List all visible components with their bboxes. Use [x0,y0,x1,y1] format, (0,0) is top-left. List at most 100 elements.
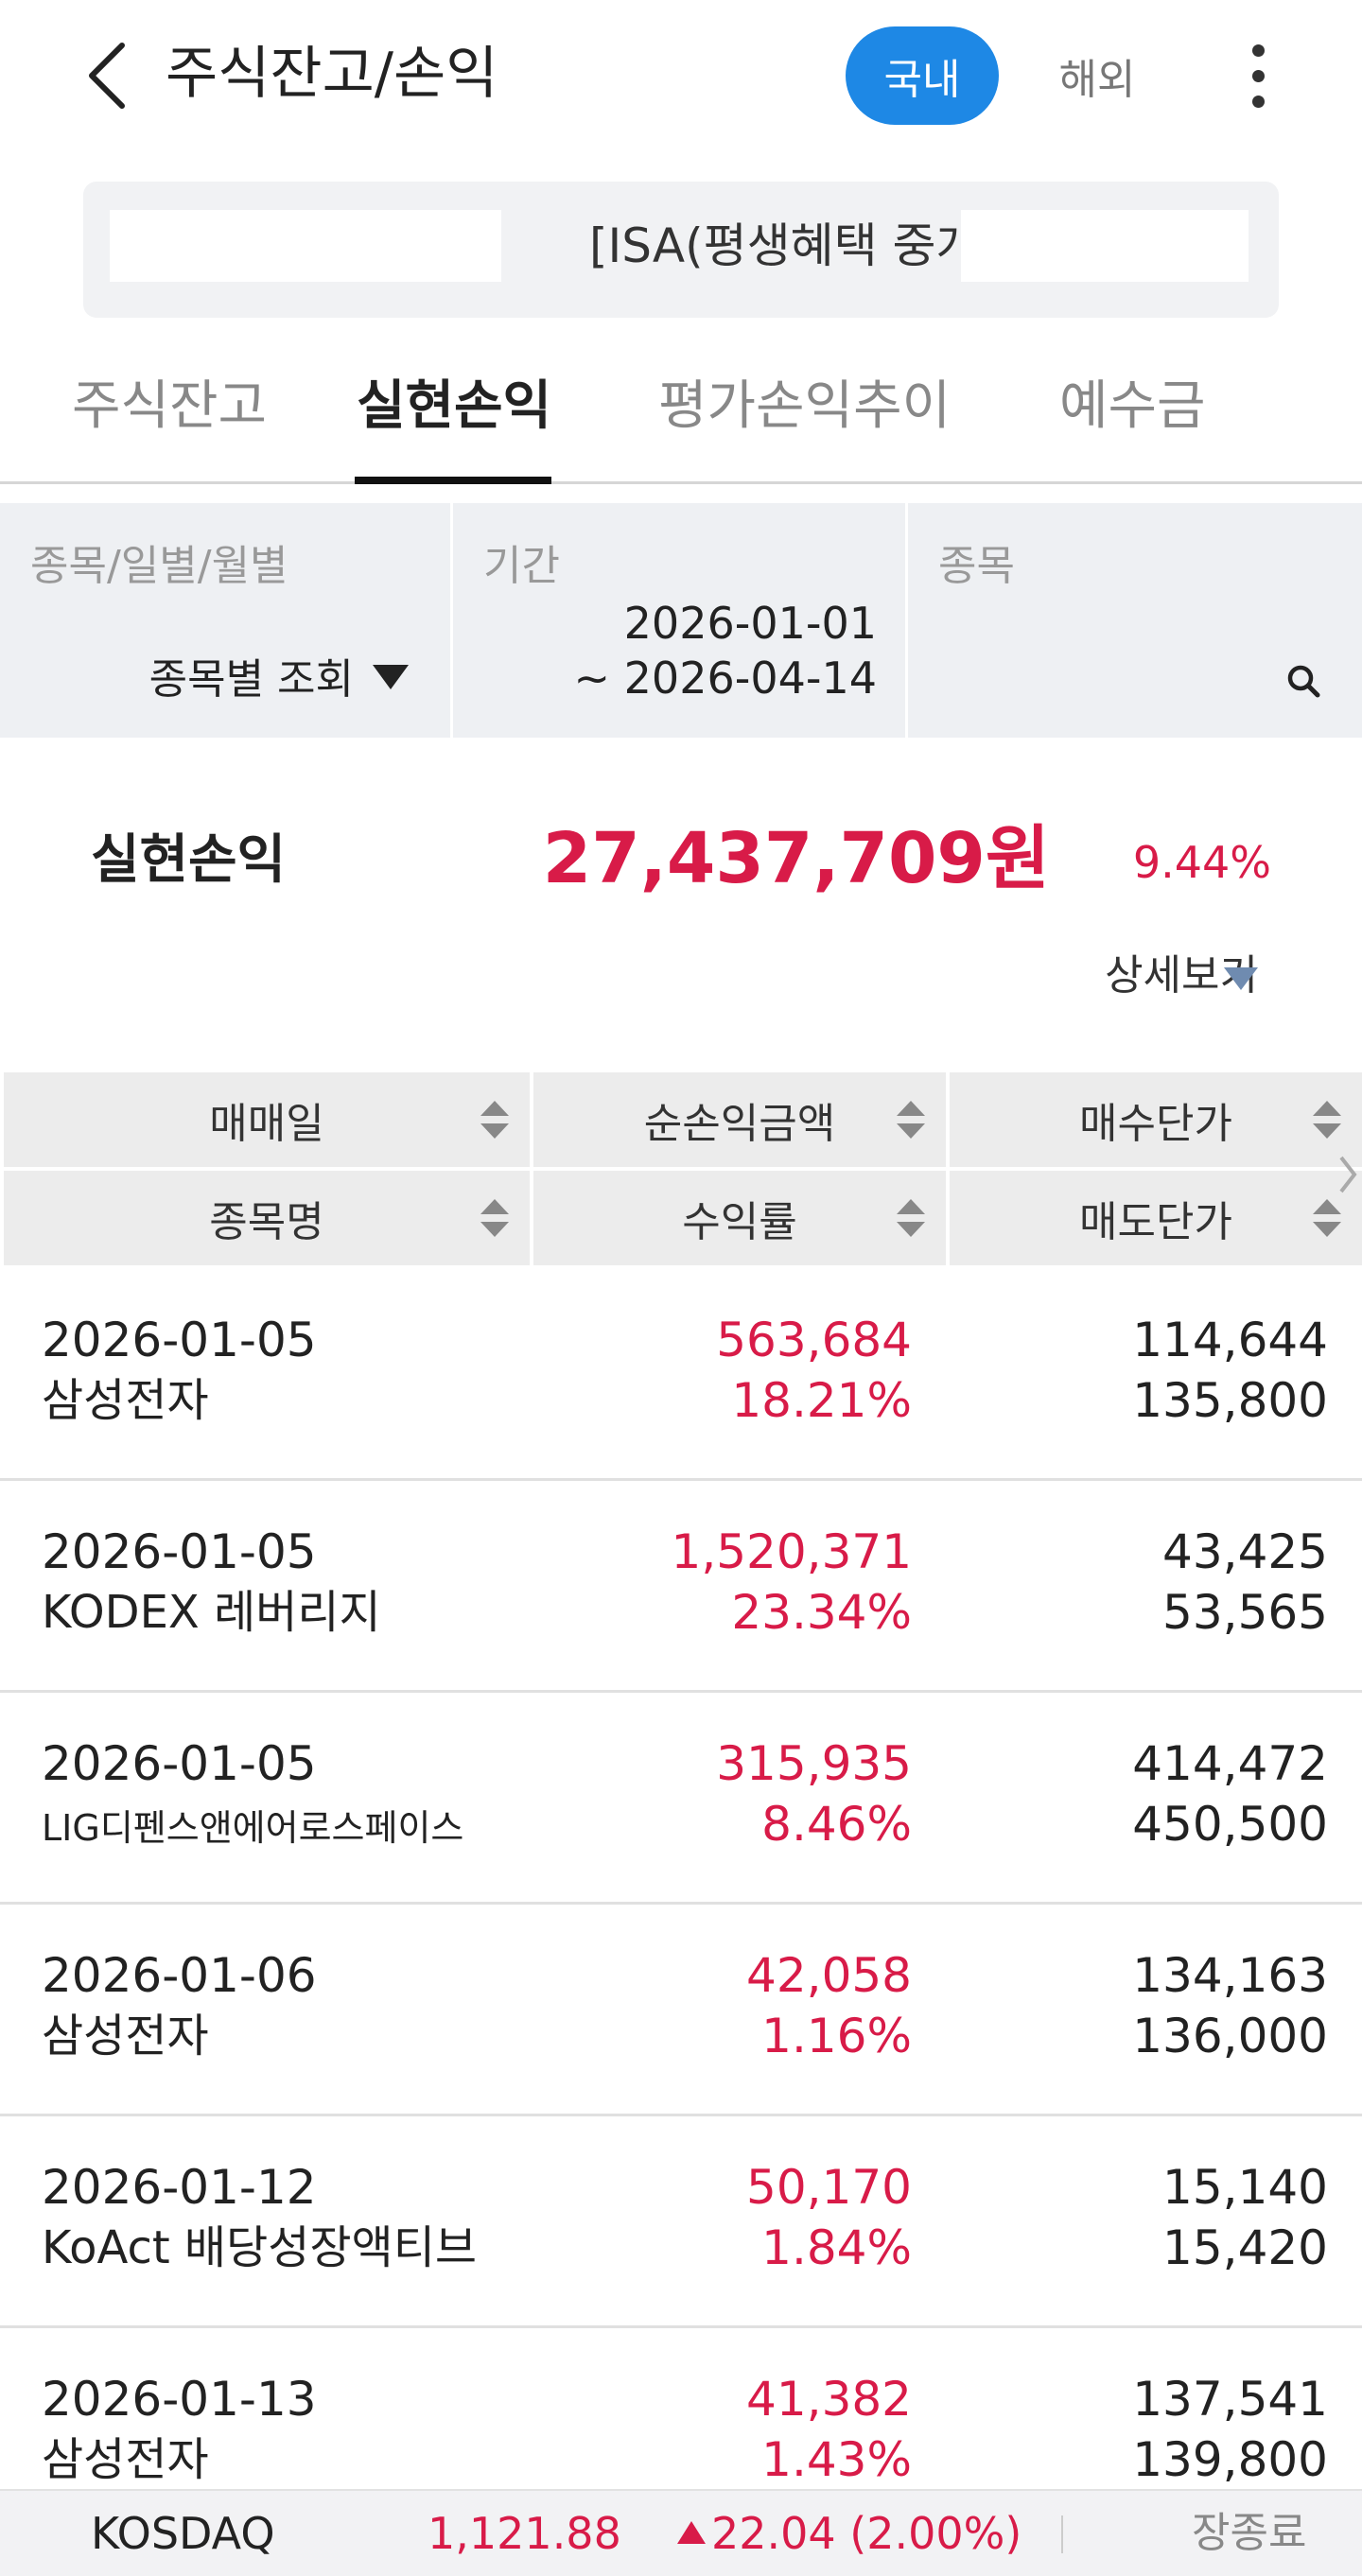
table-row[interactable]: 2026-01-05 KODEX 레버리지 1,520,371 23.34% 4… [0,1481,1362,1693]
stock-name: KoAct 배당성장액티브 [42,2221,478,2274]
return-rate: 23.34% [731,1585,912,1640]
header-sell-price-label: 매도단가 [1079,1198,1232,1246]
trade-date: 2026-01-12 [42,2160,317,2215]
period-select[interactable]: 기간 2026-01-01 ~ 2026-04-14 [453,503,905,738]
net-profit: 315,935 [716,1736,912,1791]
trade-date: 2026-01-06 [42,1948,317,2003]
page-title: 주식잔고/손익 [166,41,498,107]
header-sell-price[interactable]: 매도단가 [950,1171,1362,1265]
return-rate: 1.84% [761,2220,912,2275]
header-net-profit[interactable]: 순손익금액 [533,1072,946,1167]
domestic-toggle[interactable]: 국내 [846,26,999,125]
header-buy-price-label: 매수단가 [1079,1100,1232,1148]
sort-icon [480,1199,509,1237]
filter-panel: 종목/일별/월별 종목별 조회 기간 2026-01-01 ~ 2026-04-… [0,503,1362,738]
tab-bar: 주식잔고 실현손익 평가손익추이 예수금 [0,340,1362,484]
sell-price: 450,500 [1132,1797,1328,1852]
period-end: ~ 2026-04-14 [573,653,878,704]
net-profit: 42,058 [746,1948,912,2003]
stock-name: 삼성전자 [42,2010,209,2063]
header-stock-name-label: 종목명 [209,1198,324,1246]
realized-pnl-label: 실현손익 [91,829,287,891]
net-profit: 50,170 [746,2160,912,2215]
return-rate: 8.46% [761,1797,912,1852]
return-rate: 1.16% [761,2009,912,2063]
more-vertical-icon [1251,44,1265,57]
tab-stock-balance[interactable]: 주식잔고 [72,375,268,437]
trade-date: 2026-01-05 [42,1524,317,1579]
sort-icon [1313,1199,1341,1237]
net-profit: 41,382 [746,2372,912,2427]
filter-divider [450,503,453,738]
stock-name: LIG디펜스앤에어로스페이스 [42,1807,464,1849]
net-profit: 1,520,371 [671,1524,912,1579]
caret-down-icon [373,665,409,689]
sell-price: 136,000 [1132,2009,1328,2063]
buy-price: 134,163 [1132,1948,1328,2003]
header-return-rate[interactable]: 수익률 [533,1171,946,1265]
stock-name: KODEX 레버리지 [42,1586,381,1639]
buy-price: 43,425 [1162,1524,1328,1579]
period-start: 2026-01-01 [623,598,877,649]
table-row[interactable]: 2026-01-05 LIG디펜스앤에어로스페이스 315,935 8.46% … [0,1693,1362,1905]
sort-icon [897,1199,925,1237]
index-change: 22.04 (2.00%) [711,2508,1022,2559]
table-row[interactable]: 2026-01-05 삼성전자 563,684 18.21% 114,644 1… [0,1269,1362,1481]
trade-date: 2026-01-05 [42,1736,317,1791]
view-type-value: 종목별 조회 [148,655,354,704]
tab-deposit[interactable]: 예수금 [1059,375,1206,437]
net-profit: 563,684 [716,1313,912,1367]
header-trade-date-label: 매매일 [209,1100,324,1148]
stock-name: 삼성전자 [42,1374,209,1427]
stock-name: 삼성전자 [42,2433,209,2486]
sell-price: 53,565 [1162,1585,1328,1640]
sort-icon [480,1101,509,1139]
table-row[interactable]: 2026-01-13 삼성전자 41,382 1.43% 137,541 139… [0,2328,1362,2540]
trade-date: 2026-01-13 [42,2372,317,2427]
header-return-rate-label: 수익률 [682,1198,797,1246]
account-owner-mask [961,210,1248,282]
buy-price: 114,644 [1132,1313,1328,1367]
stock-label: 종목 [938,542,1015,590]
sell-price: 139,800 [1132,2432,1328,2487]
account-number-mask [110,210,501,282]
overseas-toggle[interactable]: 해외 [1058,56,1136,104]
ticker-divider [1061,2515,1063,2553]
header-stock-name[interactable]: 종목명 [4,1171,530,1265]
index-name: KOSDAQ [91,2508,275,2559]
sell-price: 15,420 [1162,2220,1328,2275]
realized-pnl-amount: 27,437,709원 [542,818,1050,899]
sell-price: 135,800 [1132,1373,1328,1428]
more-menu-button[interactable] [1230,38,1286,113]
more-vertical-dot [1251,69,1265,82]
search-icon[interactable] [1284,662,1322,700]
market-status: 장종료 [1192,2509,1307,2557]
header-buy-price[interactable]: 매수단가 [950,1072,1362,1167]
caret-down-icon[interactable] [1224,967,1258,990]
market-ticker[interactable]: KOSDAQ 1,121.88 22.04 (2.00%) 장종료 [0,2489,1362,2576]
sort-icon [1313,1101,1341,1139]
view-type-label: 종목/일별/월별 [30,542,288,590]
return-rate: 18.21% [731,1373,912,1428]
table-row[interactable]: 2026-01-12 KoAct 배당성장액티브 50,170 1.84% 15… [0,2116,1362,2328]
table-row[interactable]: 2026-01-06 삼성전자 42,058 1.16% 134,163 136… [0,1905,1362,2116]
more-vertical-dot [1251,95,1265,108]
header-trade-date[interactable]: 매매일 [4,1072,530,1167]
buy-price: 15,140 [1162,2160,1328,2215]
app-header: 주식잔고/손익 국내 해외 [0,0,1362,151]
back-button[interactable] [74,38,140,113]
index-value: 1,121.88 [428,2508,621,2559]
tab-realized-pnl[interactable]: 실현손익 [357,375,552,437]
chevron-left-icon [89,43,125,109]
sort-icon [897,1101,925,1139]
active-tab-indicator [355,477,551,484]
buy-price: 414,472 [1132,1736,1328,1791]
view-type-select[interactable]: 종목/일별/월별 종목별 조회 [0,503,450,738]
chevron-right-icon[interactable] [1337,1154,1358,1195]
tab-valuation-trend[interactable]: 평가손익추이 [658,375,952,437]
stock-search[interactable]: 종목 [908,503,1362,738]
return-rate: 1.43% [761,2432,912,2487]
account-selector[interactable]: [ISA(평생혜택 중개형) [83,182,1279,318]
trade-date: 2026-01-05 [42,1313,317,1367]
view-type-value-wrap: 종목별 조회 [149,645,409,705]
